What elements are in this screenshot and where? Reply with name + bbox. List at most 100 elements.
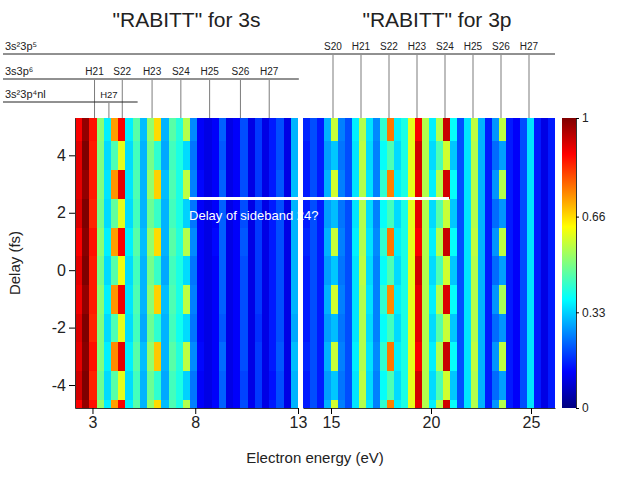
heatmap-cell [401, 285, 409, 314]
heatmap-cell [478, 342, 486, 371]
heatmap-cell [443, 227, 451, 256]
y-axis-line [75, 119, 76, 409]
heatmap-cell [262, 141, 270, 170]
heatmap-cell [457, 342, 465, 371]
heatmap-cell [373, 342, 381, 371]
heatmap-cell [373, 227, 381, 256]
heatmap-cell [499, 141, 507, 170]
heatmap-cell [212, 227, 220, 256]
heatmap-cell [161, 170, 169, 199]
heatmap-cell [310, 342, 318, 371]
heatmap-cell [310, 285, 318, 314]
heatmap-cell [125, 198, 133, 227]
heatmap-cell [457, 313, 465, 342]
heatmap-cell [169, 313, 177, 342]
heatmap-cell [506, 313, 514, 342]
y-tick-mark [69, 155, 75, 156]
heatmap-cell [226, 227, 234, 256]
heatmap-cell [422, 342, 430, 371]
heatmap-cell [226, 342, 234, 371]
heatmap-cell [520, 399, 528, 408]
heatmap-cell [154, 371, 162, 400]
heatmap-cell [492, 399, 500, 408]
heatmap-cell [75, 313, 83, 342]
heatmap-cell [513, 118, 521, 141]
heatmap-cell [262, 313, 270, 342]
heatmap-cell [408, 399, 416, 408]
heatmap-cell [75, 118, 83, 141]
heatmap-cell [506, 198, 514, 227]
heatmap-cell [240, 227, 248, 256]
heatmap-cell [338, 118, 346, 141]
heatmap-cell [248, 342, 256, 371]
heatmap-cell [276, 141, 284, 170]
heatmap-cell [422, 371, 430, 400]
heatmap-cell [338, 371, 346, 400]
heatmap-cell [408, 342, 416, 371]
heatmap-cell [506, 371, 514, 400]
heatmap-cell [190, 141, 198, 170]
heatmap-cell [97, 118, 105, 141]
heatmap-cell [534, 118, 542, 141]
heatmap-cell [169, 198, 177, 227]
heatmap-cell [183, 170, 191, 199]
heatmap-cell [111, 399, 119, 408]
heatmap-cell [492, 342, 500, 371]
heatmap-cell [373, 285, 381, 314]
heatmap-cell [394, 342, 402, 371]
heatmap-cell [548, 285, 555, 314]
x-tick-label: 25 [523, 414, 541, 431]
heatmap-cell [464, 170, 472, 199]
heatmap-cell [457, 227, 465, 256]
heatmap-cell [436, 170, 444, 199]
heatmap-cell [366, 313, 374, 342]
heatmap-cell [183, 399, 191, 408]
heatmap-cell [154, 227, 162, 256]
peak-label: S24 [436, 41, 454, 52]
heatmap-cell [111, 141, 119, 170]
y-tick: -2 [52, 319, 75, 336]
heatmap-cell [310, 313, 318, 342]
x-axis-line [304, 408, 556, 409]
heatmap-cell [82, 285, 90, 314]
heatmap-cell [75, 227, 83, 256]
heatmap-cell [276, 285, 284, 314]
heatmap-cell [276, 118, 284, 141]
heatmap-cell [548, 141, 555, 170]
heatmap-cell [89, 285, 97, 314]
heatmap-cell [133, 399, 141, 408]
y-axis: -4-2024 [52, 119, 76, 409]
heatmap-cell [380, 313, 388, 342]
heatmap-cell [345, 399, 353, 408]
heatmap-cell [513, 313, 521, 342]
heatmap-cell [303, 141, 311, 170]
heatmap-cell [324, 198, 332, 227]
heatmap-cell [527, 371, 535, 400]
heatmap-cell [373, 399, 381, 408]
heatmap-cell [443, 198, 451, 227]
heatmap-cell [240, 399, 248, 408]
x-tick-label: 13 [290, 414, 308, 431]
heatmap-cell [133, 371, 141, 400]
heatmap-cell [394, 198, 402, 227]
heatmap-cell [429, 227, 437, 256]
peak-label: S20 [324, 41, 342, 52]
heatmap-cell [394, 118, 402, 141]
x-tick: 13 [290, 408, 308, 431]
heatmap-cell [359, 399, 367, 408]
heatmap-cell [291, 227, 298, 256]
colorbar-tick: 0.33 [576, 306, 606, 320]
heatmap-cell [485, 118, 493, 141]
heatmap-cell [324, 285, 332, 314]
heatmap-cell [331, 256, 339, 285]
heatmap-cell [226, 399, 234, 408]
heatmap-cell [387, 141, 395, 170]
heatmap-cell [204, 141, 212, 170]
heatmap-cell [226, 313, 234, 342]
heatmap-cell [219, 170, 227, 199]
heatmap-cell [75, 371, 83, 400]
heatmap-cell [176, 313, 184, 342]
heatmap-cell [317, 399, 325, 408]
heatmap-cell [284, 313, 292, 342]
peak-line [152, 80, 153, 118]
